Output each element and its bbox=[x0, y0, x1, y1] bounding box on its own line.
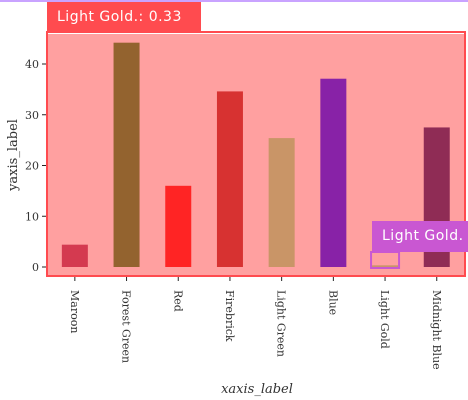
bar bbox=[165, 185, 192, 267]
x-tick-label: Blue bbox=[326, 290, 339, 315]
bar bbox=[61, 244, 88, 267]
axes-group: 0 10 20 30 40 Maroon Forest Green Red Firebrick L… bbox=[25, 34, 465, 370]
bar bbox=[372, 265, 399, 267]
bar bbox=[268, 138, 295, 267]
x-tick-label: Light Gold bbox=[378, 290, 391, 349]
bars-group bbox=[61, 42, 450, 268]
target-bar-box bbox=[370, 251, 401, 269]
bar bbox=[320, 78, 347, 267]
y-tick-label: 40 bbox=[25, 58, 39, 71]
x-tick-label: Light Green bbox=[275, 290, 288, 357]
x-tick-label: Midnight Blue bbox=[430, 290, 443, 370]
highlight-box bbox=[46, 31, 466, 277]
x-axis-title: xaxis_label bbox=[221, 382, 293, 397]
secondary-highlight-label: Light Gold. bbox=[372, 221, 468, 252]
top-accent-strip bbox=[0, 0, 468, 2]
y-axis-title: yaxis_label bbox=[6, 119, 21, 192]
x-tick-label: Maroon bbox=[68, 290, 81, 333]
y-tick-label: 20 bbox=[25, 160, 39, 173]
highlight-label: Light Gold.: 0.33 bbox=[47, 2, 201, 32]
y-tick-label: 0 bbox=[32, 261, 39, 274]
bar bbox=[113, 42, 140, 268]
bar bbox=[216, 91, 243, 267]
x-tick-label: Forest Green bbox=[120, 290, 133, 363]
y-tick-label: 30 bbox=[25, 109, 39, 122]
x-tick-label: Red bbox=[171, 290, 184, 312]
x-tick-label: Firebrick bbox=[223, 290, 236, 342]
y-tick-label: 10 bbox=[25, 210, 39, 223]
